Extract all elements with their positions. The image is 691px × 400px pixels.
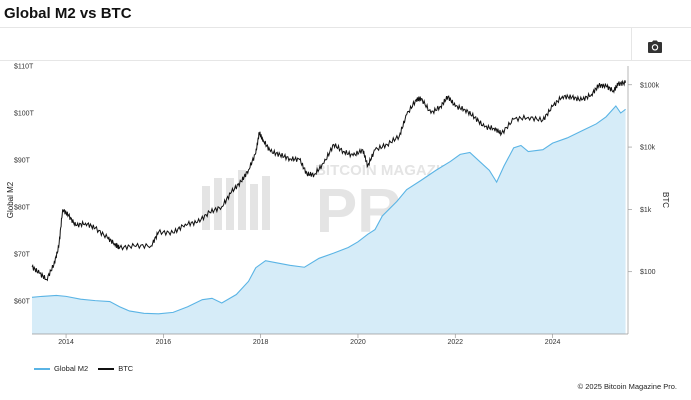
legend-label-global-m2: Global M2 [54,364,89,373]
title-bar: Global M2 vs BTC [0,0,691,28]
right-tick-label: $10k [640,145,656,152]
camera-icon[interactable] [647,40,663,54]
legend-label-btc: BTC [118,364,134,373]
left-tick-label: $70T [14,252,31,259]
legend-swatch-global-m2 [34,367,50,370]
left-tick-label: $60T [14,299,31,306]
left-tick-label: $90T [14,158,31,165]
watermark-bar [250,184,258,230]
right-tick-label: $100 [640,269,656,276]
legend-swatch-btc [98,367,115,370]
legend-item-btc[interactable]: BTC [98,364,133,373]
watermark-bar [214,178,222,230]
watermark-bar [238,170,246,230]
right-tick-label: $1k [640,207,652,214]
series-btc-line [31,79,627,282]
legend: Global M2 BTC [34,364,143,373]
series-global-m2-area [32,105,626,335]
left-tick-label: $110T [14,64,34,71]
left-axis-title: Global M2 [6,181,15,218]
x-tick-label: 2018 [253,339,269,346]
right-tick-label: $100k [640,82,660,89]
watermark-bar [202,186,210,230]
watermark-top-text: BITCOIN MAGAZINE [315,162,461,179]
left-tick-label: $100T [14,111,35,118]
x-tick-label: 2020 [350,339,366,346]
toolbar-divider [631,28,632,61]
watermark-bar [262,176,270,230]
x-tick-label: 2014 [58,339,74,346]
toolbar [0,28,691,61]
legend-item-global-m2[interactable]: Global M2 [34,364,88,373]
copyright-footer: © 2025 Bitcoin Magazine Pro. [577,382,677,391]
x-tick-label: 2024 [545,339,561,346]
x-tick-label: 2016 [156,339,172,346]
right-axis-title: BTC [661,192,670,208]
left-tick-label: $80T [14,205,31,212]
chart-title: Global M2 vs BTC [4,5,132,22]
series-global-m2-line [31,105,626,315]
watermark-bar [226,178,234,230]
x-tick-label: 2022 [447,339,463,346]
